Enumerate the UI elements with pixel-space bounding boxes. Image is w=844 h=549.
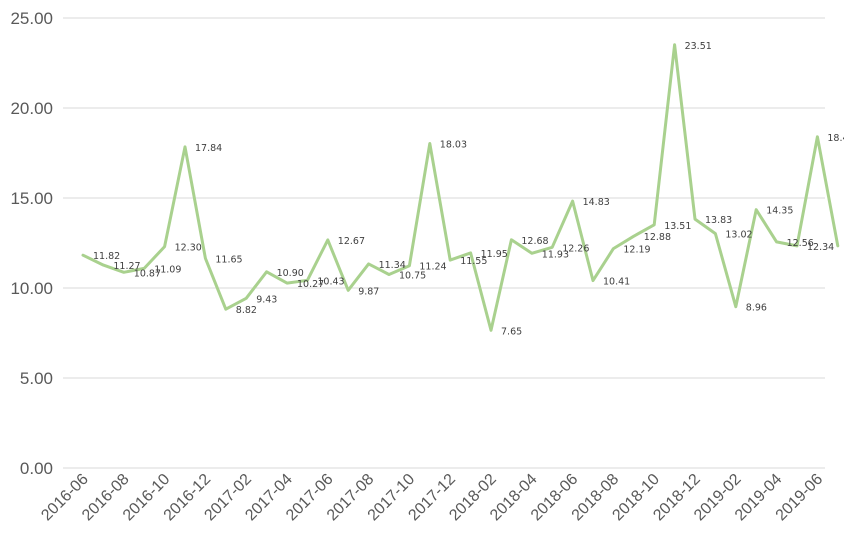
data-label: 12.26 bbox=[562, 243, 589, 254]
data-label: 13.51 bbox=[664, 221, 691, 232]
data-label: 11.65 bbox=[215, 254, 242, 265]
series-line-group bbox=[81, 43, 840, 332]
data-label: 23.51 bbox=[685, 41, 712, 52]
data-label: 12.68 bbox=[521, 236, 548, 247]
y-tick-label: 20.00 bbox=[10, 99, 53, 118]
data-label: 10.90 bbox=[277, 268, 304, 279]
y-tick-label: 5.00 bbox=[20, 369, 53, 388]
data-label: 11.95 bbox=[481, 249, 508, 260]
data-label: 12.56 bbox=[787, 238, 814, 249]
data-label: 10.75 bbox=[399, 271, 426, 282]
data-labels: 11.8211.2710.8711.0912.3017.8411.658.829… bbox=[93, 41, 844, 337]
data-label: 17.84 bbox=[195, 143, 222, 154]
data-label: 9.43 bbox=[256, 294, 277, 305]
y-tick-label: 0.00 bbox=[20, 459, 53, 478]
y-tick-label: 10.00 bbox=[10, 279, 53, 298]
data-label: 8.96 bbox=[746, 303, 767, 314]
x-axis-tick-labels: 2016-062016-082016-102016-122017-022017-… bbox=[38, 471, 826, 525]
data-label: 12.67 bbox=[338, 236, 365, 247]
data-label: 11.27 bbox=[113, 261, 140, 272]
series-line bbox=[81, 43, 840, 332]
y-tick-label: 25.00 bbox=[10, 9, 53, 28]
data-label: 11.34 bbox=[379, 260, 406, 271]
data-label: 9.87 bbox=[358, 286, 379, 297]
data-label: 11.09 bbox=[154, 264, 181, 275]
data-label: 12.88 bbox=[644, 232, 671, 243]
data-label: 10.43 bbox=[317, 276, 344, 287]
data-label: 12.30 bbox=[175, 243, 202, 254]
data-label: 10.87 bbox=[134, 268, 161, 279]
data-label: 12.34 bbox=[807, 242, 834, 253]
data-label: 8.82 bbox=[236, 305, 257, 316]
data-label: 11.93 bbox=[542, 249, 569, 260]
y-axis-tick-labels: 0.00 5.00 10.00 15.00 20.00 25.00 bbox=[10, 9, 53, 478]
data-label: 12.19 bbox=[623, 245, 650, 256]
data-label: 14.35 bbox=[766, 206, 793, 217]
data-label: 11.82 bbox=[93, 251, 120, 262]
data-label: 18.40 bbox=[827, 133, 844, 144]
data-label: 7.65 bbox=[501, 326, 522, 337]
data-label: 13.83 bbox=[705, 215, 732, 226]
y-tick-label: 15.00 bbox=[10, 189, 53, 208]
data-label: 10.27 bbox=[297, 279, 324, 290]
grid-lines bbox=[63, 17, 825, 469]
data-label: 13.02 bbox=[725, 230, 752, 241]
data-label: 11.24 bbox=[419, 262, 446, 273]
data-label: 11.55 bbox=[460, 256, 487, 267]
data-label: 14.83 bbox=[583, 197, 610, 208]
data-label: 18.03 bbox=[440, 139, 467, 150]
data-label: 10.41 bbox=[603, 277, 630, 288]
